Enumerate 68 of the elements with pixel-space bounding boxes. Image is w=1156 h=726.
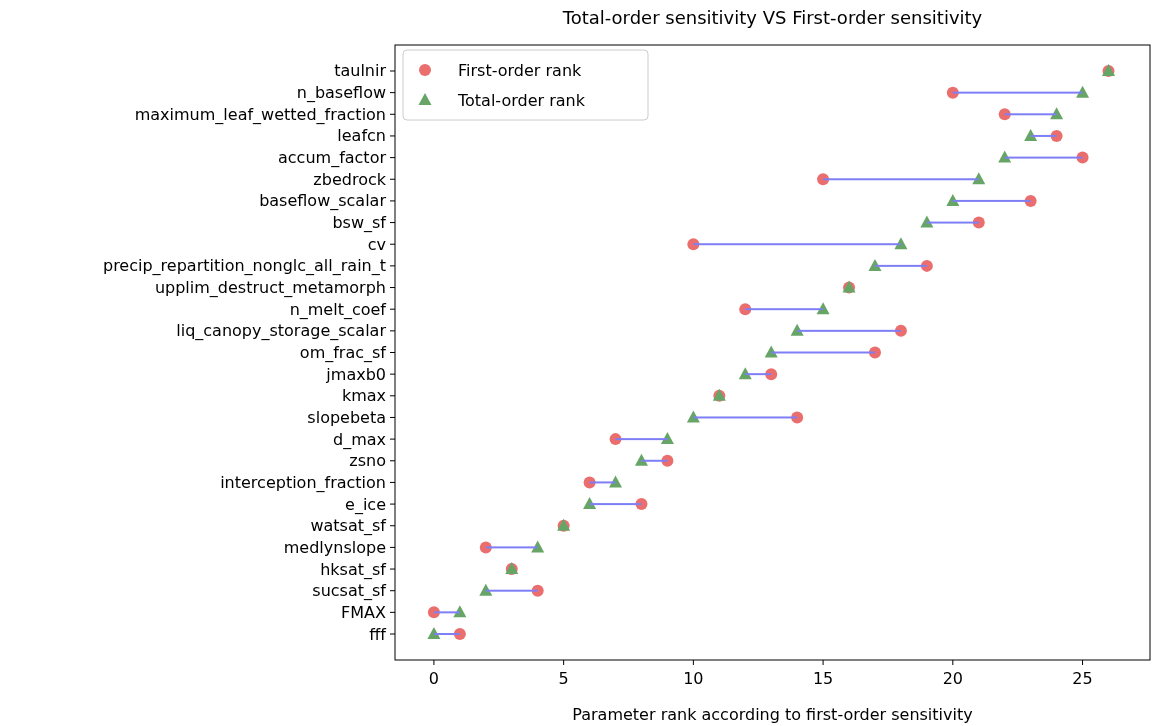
y-tick-label: baseflow_scalar: [259, 191, 387, 212]
point: [427, 627, 441, 640]
y-tick-label: zsno: [349, 451, 386, 471]
y-tick-label: FMAX: [341, 602, 387, 622]
y-tick-label: maximum_leaf_wetted_fraction: [134, 104, 386, 125]
bar: [1030, 134, 1057, 137]
y-tick-label: d_max: [332, 429, 386, 450]
point: [660, 432, 674, 445]
bar: [797, 329, 901, 332]
y-tick-label: n_melt_coef: [289, 299, 387, 320]
y-tick-label: cv: [367, 234, 386, 254]
y-tick-label: e_ice: [345, 494, 386, 515]
x-tick-label: 25: [1072, 669, 1093, 688]
bar: [952, 91, 1083, 94]
y-tick-label: bsw_sf: [332, 213, 387, 234]
y-tick-label: accum_factor: [278, 148, 387, 169]
bar: [745, 308, 824, 311]
bar: [485, 589, 538, 592]
bar: [641, 459, 668, 462]
x-tick-label: 15: [812, 669, 834, 688]
bar: [952, 199, 1031, 202]
point: [479, 583, 493, 596]
bar: [1004, 156, 1083, 159]
x-tick-label: 20: [942, 669, 963, 688]
x-tick-label: 0: [428, 669, 440, 688]
bar: [693, 416, 798, 419]
bar: [693, 243, 901, 246]
y-tick-label: precip_repartition_nonglc_all_rain_t: [102, 256, 386, 277]
y-tick-label: zbedrock: [313, 169, 387, 189]
point: [583, 497, 597, 510]
y-tick-label: leafcn: [337, 126, 386, 146]
bar: [589, 481, 616, 484]
bar: [771, 351, 875, 354]
y-tick-label: kmax: [341, 386, 386, 406]
y-tick-label: hksat_sf: [320, 559, 387, 580]
x-axis-title: Parameter rank according to first-order sensitivity: [572, 705, 973, 724]
y-tick-label: liq_canopy_storage_scalar: [176, 321, 387, 342]
bar: [485, 546, 538, 549]
y-tick-label: medlynslope: [283, 537, 386, 557]
bar: [874, 264, 927, 267]
bar: [589, 503, 642, 506]
point: [868, 258, 882, 271]
bar: [433, 611, 460, 614]
point: [998, 150, 1012, 163]
y-tick-label: slopebeta: [307, 407, 386, 427]
y-tick-label: om_frac_sf: [299, 343, 387, 363]
bar: [823, 178, 979, 181]
point: [920, 215, 934, 228]
y-tick-label: upplim_destruct_metamorph: [154, 278, 386, 299]
y-tick-label: watsat_sf: [310, 516, 387, 537]
x-tick-label: 5: [558, 669, 569, 688]
point: [1024, 128, 1038, 141]
y-tick-label: fff: [369, 624, 387, 644]
bar: [926, 221, 979, 224]
point: [946, 193, 960, 206]
x-tick-label: 10: [683, 669, 704, 688]
y-tick-label: n_baseflow: [296, 83, 386, 104]
bar: [1004, 113, 1057, 116]
legend-label: Total-order rank: [457, 91, 586, 110]
bar: [433, 633, 460, 636]
legend-label: First-order rank: [458, 61, 583, 80]
y-tick-label: jmaxb0: [325, 364, 386, 384]
y-tick-label: interception_fraction: [220, 472, 386, 493]
y-tick-label: sucsat_sf: [312, 581, 387, 602]
bar: [745, 373, 772, 376]
y-tick-label: taulnir: [334, 61, 387, 81]
bar: [615, 438, 668, 441]
chart-title: Total-order sensitivity VS First-order sensitivity: [561, 7, 983, 28]
